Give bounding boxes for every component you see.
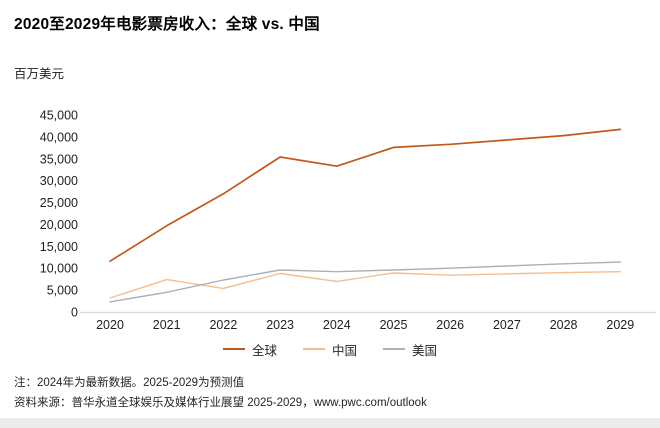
legend-label-us: 美国 [412,343,438,358]
x-tick-label: 2029 [606,318,634,332]
x-tick-label: 2020 [96,318,124,332]
legend-line-swatch-us [383,348,405,350]
series-line-2 [109,261,621,303]
chart-legend: 全球 中国 美国 [0,340,660,359]
legend-line-swatch-global [222,348,245,350]
x-tick-label: 2024 [323,318,351,332]
series-line-0 [109,128,622,263]
y-tick-label: 5,000 [47,284,78,298]
legend-item-china: 中国 [302,340,357,359]
legend-item-us: 美国 [383,340,437,359]
x-tick-label: 2026 [436,318,464,332]
x-tick-label: 2025 [380,318,408,332]
note-line: 注：2024年为最新数据。2025-2029为预测值 [14,377,245,389]
bottom-gray-band [0,418,660,428]
x-tick-label: 2021 [153,318,181,332]
legend-line-swatch-china [302,348,325,350]
y-tick-label: 0 [71,306,78,320]
x-tick-label: 2028 [550,318,578,332]
x-tick-label: 2022 [209,318,237,332]
y-tick-label: 25,000 [40,196,78,210]
x-tick-label: 2023 [266,318,294,332]
y-tick-label: 40,000 [40,130,78,144]
legend-item-global: 全球 [222,340,277,359]
page-title: 2020至2029年电影票房收入：全球 vs. 中国 [14,16,320,33]
y-tick-label: 15,000 [40,240,78,254]
y-tick-label: 10,000 [40,262,78,276]
legend-label-global: 全球 [251,343,277,358]
y-tick-label: 30,000 [40,174,78,188]
y-tick-label: 35,000 [40,152,78,166]
series-line-1 [109,271,621,299]
y-axis-unit-label: 百万美元 [14,67,65,81]
line-chart: 0 5,000 10,000 15,000 20,000 25,000 30,000 35,0… [40,109,656,332]
source-line: 资料来源：普华永道全球娱乐及媒体行业展望 2025-2029，www.pwc.c… [14,397,427,409]
x-tick-label: 2027 [493,318,521,332]
y-tick-label: 45,000 [40,109,78,123]
legend-label-china: 中国 [331,343,357,358]
y-tick-label: 20,000 [40,218,78,232]
